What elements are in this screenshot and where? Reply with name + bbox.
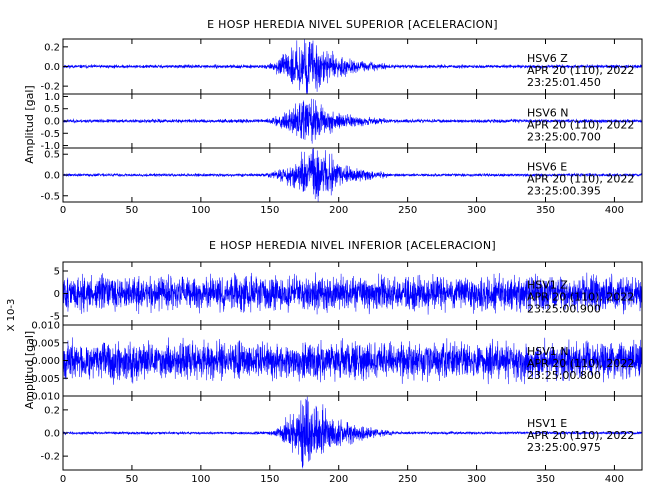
waveform-trace [62, 337, 643, 385]
channel-annotation-channel: HSV6 Z [527, 52, 568, 65]
x-tick-label: 0 [60, 205, 66, 216]
y-axis-label: Amplitud [gal] [23, 331, 36, 409]
y-tick-label: 0.005 [31, 338, 60, 349]
y-tick-label: -0.005 [28, 374, 60, 385]
x-tick-label: 400 [605, 474, 624, 485]
waveform-trace [62, 98, 643, 144]
channel-annotation-date: APR 20 (110), 2022 [527, 429, 634, 442]
x-tick-label: 100 [191, 205, 210, 216]
chart-1: E HOSP HEREDIA NIVEL INFERIOR [ACELERACI… [6, 239, 643, 485]
channel-annotation-channel: HSV1 Z [527, 278, 568, 291]
chart-0: E HOSP HEREDIA NIVEL SUPERIOR [ACELERACI… [23, 18, 643, 216]
x-tick-label: 150 [260, 205, 279, 216]
x-tick-label: 200 [329, 474, 348, 485]
waveform-trace [62, 396, 643, 469]
y-tick-label: -0.010 [28, 392, 60, 403]
y-tick-label: -0.2 [40, 452, 60, 463]
channel-annotation-date: APR 20 (110), 2022 [527, 290, 634, 303]
y-axis-label: Amplitud [gal] [23, 85, 36, 163]
waveform-trace [62, 272, 643, 315]
x-tick-label: 300 [467, 474, 486, 485]
y-tick-label: -0.2 [40, 82, 60, 93]
channel-annotation-date: APR 20 (110), 2022 [527, 173, 634, 186]
x-tick-label: 150 [260, 474, 279, 485]
channel-annotation-time: 23:25:00.800 [527, 369, 601, 382]
channel-annotation-time: 23:25:01.450 [527, 76, 601, 89]
channel-annotation-channel: HSV1 E [527, 417, 567, 430]
x-tick-label: 300 [467, 205, 486, 216]
channel-annotation-date: APR 20 (110), 2022 [527, 357, 634, 370]
y-tick-label: -5 [50, 312, 60, 323]
y-tick-label: 0.2 [44, 42, 60, 53]
x-tick-label: 400 [605, 205, 624, 216]
channel-annotation-time: 23:25:00.900 [527, 302, 601, 315]
scale-factor-label: X 10-3 [6, 299, 17, 332]
x-tick-label: 350 [536, 474, 555, 485]
channel-annotation-date: APR 20 (110), 2022 [527, 64, 634, 77]
y-tick-label: 0.2 [44, 405, 60, 416]
x-tick-label: 250 [398, 474, 417, 485]
y-tick-label: 5 [54, 267, 60, 278]
x-tick-label: 250 [398, 205, 417, 216]
channel-annotation-channel: HSV6 E [527, 161, 567, 174]
y-tick-label: 0 [54, 289, 60, 300]
channel-annotation-time: 23:25:00.975 [527, 441, 601, 454]
x-tick-label: 200 [329, 205, 348, 216]
waveform-trace [62, 39, 643, 94]
x-tick-label: 100 [191, 474, 210, 485]
y-tick-label: 0.0 [44, 429, 60, 440]
y-tick-label: 1.0 [44, 92, 60, 103]
y-tick-label: -0.5 [40, 191, 60, 202]
x-tick-label: 50 [126, 474, 139, 485]
y-tick-label: 0.0 [44, 62, 60, 73]
x-tick-label: 350 [536, 205, 555, 216]
y-tick-label: 0.0 [44, 117, 60, 128]
y-tick-label: 0.010 [31, 321, 60, 332]
y-tick-label: -0.5 [40, 129, 60, 140]
x-tick-label: 0 [60, 474, 66, 485]
x-tick-label: 50 [126, 205, 139, 216]
channel-annotation-channel: HSV1 N [527, 345, 569, 358]
y-tick-label: 0.5 [44, 150, 60, 161]
channel-annotation-channel: HSV6 N [527, 107, 569, 120]
channel-annotation-time: 23:25:00.700 [527, 131, 601, 144]
channel-annotation-date: APR 20 (110), 2022 [527, 119, 634, 132]
y-tick-label: 0.000 [31, 356, 60, 367]
chart-title: E HOSP HEREDIA NIVEL SUPERIOR [ACELERACI… [207, 18, 498, 31]
waveform-trace [62, 148, 643, 202]
y-tick-label: 0.0 [44, 171, 60, 182]
channel-annotation-time: 23:25:00.395 [527, 185, 601, 198]
y-tick-label: -1.0 [40, 141, 60, 152]
chart-title: E HOSP HEREDIA NIVEL INFERIOR [ACELERACI… [209, 239, 496, 252]
y-tick-label: 0.5 [44, 104, 60, 115]
